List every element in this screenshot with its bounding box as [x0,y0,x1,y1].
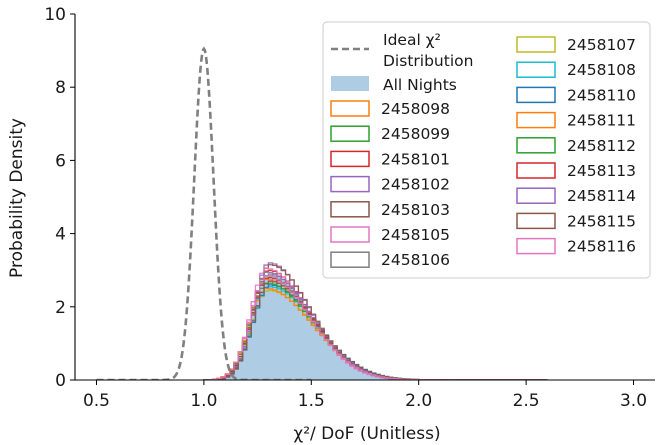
y-tick-label: 4 [55,225,66,245]
legend-label-2458116: 2458116 [567,238,636,256]
legend-label-2458107: 2458107 [567,36,636,54]
all-nights-bar [362,371,368,380]
all-nights-bar [238,356,243,380]
all-nights-bar [315,325,321,380]
y-tick-label: 6 [55,151,66,171]
all-nights-bar [380,376,385,380]
legend-label-2458102: 2458102 [381,176,450,194]
legend-label-2458098: 2458098 [381,100,450,118]
x-tick-label: 2.0 [405,391,432,411]
all-nights-bar [264,274,269,380]
legend-ideal-label: Ideal χ² [383,31,441,49]
x-tick-label: 2.5 [513,391,540,411]
legend-swatch-2458116 [516,237,556,255]
legend-label-2458112: 2458112 [567,137,636,155]
legend-swatch-2458108 [516,61,556,78]
legend-swatch-2458106 [330,251,370,268]
legend-label-2458108: 2458108 [567,61,636,79]
all-nights-bar [307,312,312,380]
y-tick-label: 0 [55,371,66,391]
legend-label-2458099: 2458099 [381,125,450,143]
legend-swatch-2458111 [516,111,556,129]
x-tick-label: 3.0 [620,391,647,411]
all-nights-bar [281,280,286,380]
all-nights-bar [349,364,355,380]
all-nights-bar [367,373,372,380]
legend-swatch-2458102 [330,175,370,193]
x-tick-label: 1.5 [298,391,325,411]
all-nights-bar [311,318,316,380]
legend-label-2458105: 2458105 [381,226,450,244]
legend-label-2458113: 2458113 [567,162,636,180]
all-nights-bar [251,311,256,380]
legend-swatch-2458105 [330,226,370,243]
legend-label-2458101: 2458101 [381,150,450,168]
all-nights-bar [341,357,347,380]
legend-all-nights-label: All Nights [383,76,457,94]
legend-swatch-2458107 [516,36,556,53]
legend: Ideal χ² Distribution All Nights 2458098 245… [322,21,651,279]
legend-swatch-2458110 [516,86,556,104]
all-nights-bar [294,294,299,380]
legend-label-2458110: 2458110 [567,86,636,104]
legend-frame [322,21,651,279]
y-tick-label: 10 [44,5,66,25]
all-nights-histogram [212,273,415,380]
y-tick-label: 2 [55,298,66,318]
all-nights-bar [276,277,282,380]
all-nights-bar [246,328,252,380]
all-nights-bar [233,365,239,380]
all-nights-bar [259,282,265,380]
legend-all-nights-swatch [331,76,369,91]
y-axis-label: Probability Density [7,118,27,278]
all-nights-bar [302,306,308,380]
all-nights-bar [255,295,261,380]
legend-swatch-2458099 [330,125,370,142]
all-nights-bar [371,374,377,380]
legend-swatch-2458103 [330,201,370,218]
all-nights-bar [358,369,364,380]
all-nights-bar [285,284,291,380]
legend-label-2458114: 2458114 [567,187,636,205]
x-axis-label: χ²/ DoF (Unitless) [293,424,440,444]
legend-swatch-2458115 [516,212,556,230]
legend-swatch-2458114 [516,187,556,204]
all-nights-bar [345,360,351,380]
legend-swatch-2458113 [516,162,556,179]
y-tick-label: 8 [55,78,66,98]
all-nights-bar [332,348,338,380]
all-nights-bar [354,367,359,380]
legend-label-2458103: 2458103 [381,201,450,219]
x-tick-label: 1.0 [190,391,217,411]
axes: 0.5 1.0 1.5 2.0 2.5 3.0 0 2 4 6 8 10 [44,5,655,411]
all-nights-bar [225,375,231,380]
legend-swatch-2458101 [330,150,370,168]
all-nights-bar [242,343,248,380]
all-nights-bar [272,275,278,380]
legend-ideal-label-line2: Distribution [383,52,473,70]
legend-swatch-2458098 [330,100,370,117]
all-nights-bar [324,337,329,380]
all-nights-bar [298,299,304,380]
all-nights-bar [375,375,381,380]
legend-label-2458111: 2458111 [567,112,636,130]
legend-label-2458115: 2458115 [567,212,636,230]
all-nights-bar [289,288,295,380]
all-nights-bar [319,331,325,380]
ideal-chi2-line [96,46,312,380]
all-nights-bar [268,273,274,380]
legend-swatch-2458112 [516,137,556,154]
all-nights-bar [337,352,342,380]
x-tick-label: 0.5 [83,391,110,411]
legend-label-2458106: 2458106 [381,251,450,269]
all-nights-bar [328,342,334,380]
